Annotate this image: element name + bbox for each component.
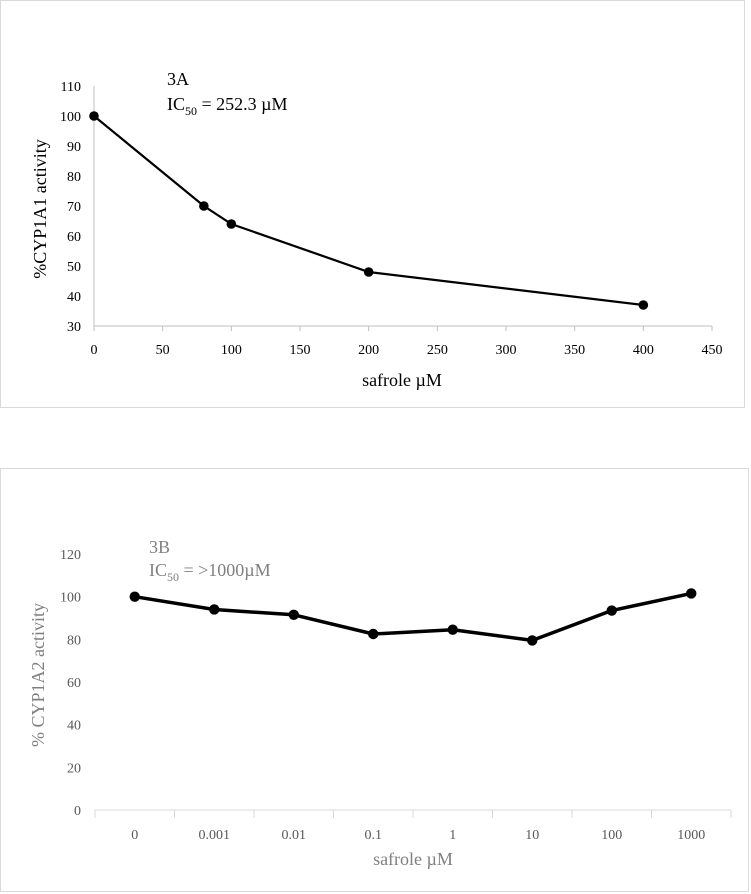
data-point-3b — [447, 624, 458, 635]
x-tick-label-3b: 100 — [601, 828, 622, 843]
x-tick-label-3a: 150 — [290, 343, 311, 358]
data-point-3b — [686, 588, 697, 599]
x-tick-label-3b: 1000 — [677, 828, 705, 843]
y-tick-label-3a: 100 — [60, 110, 81, 125]
y-tick-label-3a: 110 — [61, 80, 81, 95]
x-tick-label-3b: 0.01 — [282, 828, 307, 843]
annotation-ic50-3a: IC50 = 252.3 µM — [167, 94, 288, 118]
data-point-3b — [288, 609, 299, 620]
y-tick-label-3a: 80 — [67, 170, 81, 185]
y-tick-label-3a: 50 — [67, 260, 81, 275]
data-point-3b — [129, 591, 140, 602]
y-tick-label-3b: 60 — [67, 676, 81, 691]
annotation-label-3a: 3A — [167, 69, 189, 89]
data-point-3a — [199, 201, 209, 211]
x-tick-label-3a: 0 — [91, 343, 98, 358]
x-tick-label-3a: 250 — [427, 343, 448, 358]
x-tick-label-3b: 1 — [449, 828, 456, 843]
chart-panel-3b: 0 20 40 60 80 100 120 0 0.001 0.01 0.1 1 10 100 1000 … — [0, 468, 749, 892]
x-axis-label-3b: safrole µM — [373, 849, 453, 869]
y-tick-label-3a: 30 — [67, 320, 81, 335]
y-tick-label-3b: 120 — [60, 548, 81, 563]
y-tick-label-3b: 100 — [60, 591, 81, 606]
annotation-ic50-3b: IC50 = >1000µM — [149, 560, 271, 584]
x-tick-label-3b: 10 — [525, 828, 539, 843]
x-tick-label-3a: 50 — [156, 343, 170, 358]
x-tick-label-3a: 200 — [358, 343, 379, 358]
y-tick-label-3a: 60 — [67, 230, 81, 245]
y-axis-label-3b: % CYP1A2 activity — [28, 603, 48, 747]
chart-panel-3a: 30 40 50 60 70 80 90 100 110 0 50 100 150 200 250 300 3… — [0, 0, 745, 408]
x-tick-label-3a: 100 — [221, 343, 242, 358]
annotation-label-3b: 3B — [149, 537, 170, 557]
x-tick-label-3b: 0.1 — [365, 828, 383, 843]
data-point-3a — [226, 219, 237, 229]
data-point-3b — [606, 605, 617, 616]
data-point-3a — [89, 111, 99, 121]
x-tick-label-3a: 450 — [702, 343, 723, 358]
x-tick-label-3b: 0.001 — [199, 828, 231, 843]
chart-3a-svg: 30 40 50 60 70 80 90 100 110 0 50 100 150 200 250 300 3… — [30, 69, 723, 390]
data-point-3b — [368, 628, 379, 640]
x-tick-label-3a: 300 — [496, 343, 517, 358]
series-line-3b — [134, 591, 692, 643]
x-tick-label-3a: 400 — [633, 343, 654, 358]
y-tick-label-3b: 0 — [74, 804, 81, 819]
y-axis-label-3a: %CYP1A1 activity — [30, 139, 50, 279]
y-tick-label-3b: 40 — [67, 719, 81, 734]
y-tick-label-3b: 80 — [67, 633, 81, 648]
data-point-3b — [527, 635, 538, 646]
y-tick-label-3b: 20 — [67, 761, 81, 776]
y-tick-label-3a: 70 — [67, 200, 81, 215]
data-point-3a — [638, 300, 649, 310]
y-tick-label-3a: 90 — [67, 140, 81, 155]
data-point-3b — [209, 604, 220, 615]
x-tick-label-3b: 0 — [131, 828, 138, 843]
x-axis-label-3a: safrole µM — [362, 370, 442, 390]
data-point-3a — [363, 267, 374, 277]
x-tick-label-3a: 350 — [564, 343, 585, 358]
y-tick-label-3a: 40 — [67, 290, 81, 305]
